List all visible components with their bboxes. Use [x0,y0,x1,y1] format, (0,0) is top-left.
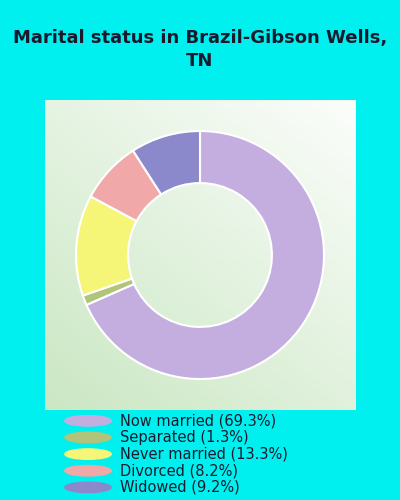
Text: Widowed (9.2%): Widowed (9.2%) [120,480,240,495]
Circle shape [65,449,111,460]
Wedge shape [133,131,200,194]
Text: Marital status in Brazil-Gibson Wells,
TN: Marital status in Brazil-Gibson Wells, T… [13,28,387,70]
Circle shape [65,466,111,476]
Wedge shape [91,150,161,221]
Circle shape [65,416,111,426]
Wedge shape [76,196,136,296]
Text: Never married (13.3%): Never married (13.3%) [120,446,288,462]
Text: Separated (1.3%): Separated (1.3%) [120,430,249,445]
Wedge shape [86,131,324,379]
Circle shape [65,432,111,442]
Wedge shape [83,278,134,305]
Text: Divorced (8.2%): Divorced (8.2%) [120,463,238,478]
Text: Now married (69.3%): Now married (69.3%) [120,414,276,428]
Circle shape [65,482,111,492]
